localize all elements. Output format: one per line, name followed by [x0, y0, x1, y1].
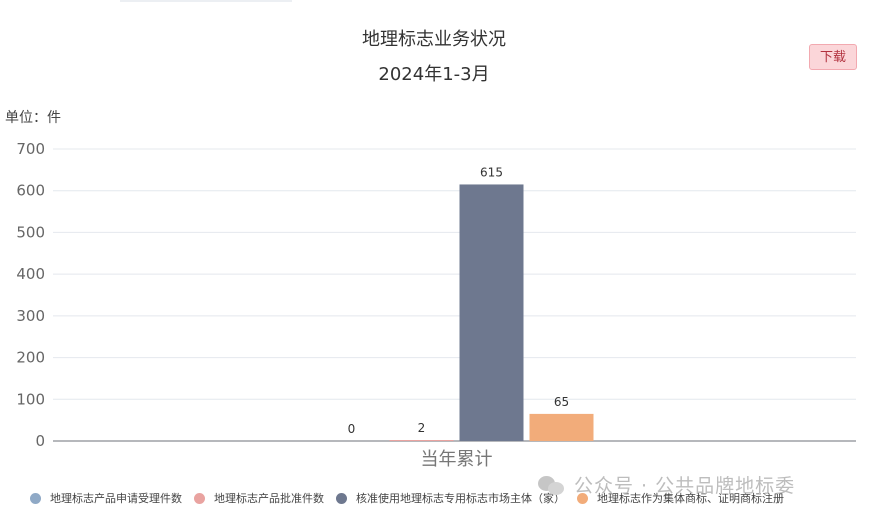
top-tab-indicator — [120, 0, 292, 2]
chart-legend: 地理标志产品申请受理件数 地理标志产品批准件数 核准使用地理标志专用标志市场主体（家… — [30, 488, 796, 508]
bar — [529, 413, 594, 441]
legend-item[interactable]: 地理标志产品申请受理件数 — [30, 490, 182, 506]
legend-marker-icon — [577, 492, 588, 504]
bar — [389, 440, 454, 441]
wechat-icon — [538, 474, 566, 496]
download-button[interactable]: 下载 — [809, 44, 857, 70]
legend-label: 地理标志作为集体商标、证明商标注册 — [597, 492, 784, 505]
y-tick-label: 500 — [16, 223, 45, 241]
bar-value-label: 0 — [348, 422, 356, 436]
watermark: 公众号 · 公共品牌地标委 — [538, 471, 795, 498]
unit-label: 单位：件 — [5, 110, 61, 126]
legend-item[interactable]: 地理标志产品批准件数 — [194, 490, 324, 506]
y-tick-label: 100 — [16, 390, 45, 408]
x-tick-label: 当年累计 — [421, 449, 493, 470]
y-tick-label: 300 — [16, 307, 45, 325]
y-tick-label: 600 — [16, 182, 45, 200]
bar-value-label: 615 — [480, 165, 503, 179]
chart-subtitle: 2024年1-3月 — [378, 64, 490, 85]
y-tick-label: 200 — [16, 349, 45, 367]
chart-title: 地理标志业务状况 — [362, 29, 506, 50]
bar-value-label: 65 — [554, 395, 569, 409]
legend-marker-icon — [194, 492, 205, 504]
bar — [459, 184, 524, 441]
y-tick-label: 700 — [16, 140, 45, 158]
legend-label: 地理标志产品申请受理件数 — [50, 492, 182, 505]
y-tick-label: 0 — [35, 432, 45, 450]
bar-value-label: 2 — [418, 421, 426, 435]
legend-label: 核准使用地理标志专用标志市场主体（家） — [356, 492, 565, 505]
legend-label: 地理标志产品批准件数 — [214, 492, 324, 505]
legend-item[interactable]: 地理标志作为集体商标、证明商标注册 — [577, 490, 784, 506]
y-tick-label: 400 — [16, 265, 45, 283]
legend-marker-icon — [30, 492, 41, 504]
watermark-text: 公众号 · 公共品牌地标委 — [574, 475, 796, 497]
legend-marker-icon — [336, 492, 347, 504]
legend-item[interactable]: 核准使用地理标志专用标志市场主体（家） — [336, 490, 565, 506]
